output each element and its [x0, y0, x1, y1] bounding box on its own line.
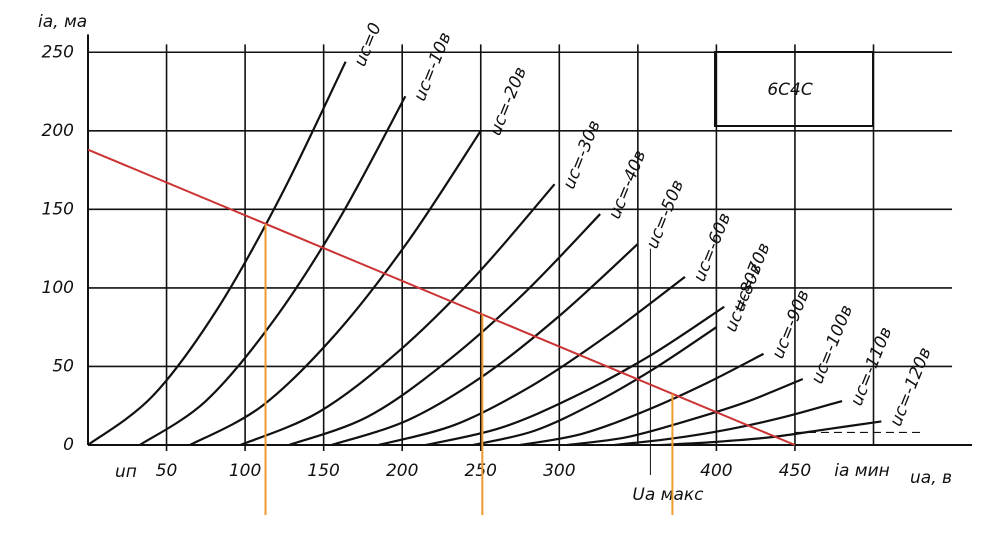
supply-label: uп — [115, 462, 137, 482]
series-line — [331, 243, 639, 447]
series-line — [288, 213, 601, 447]
y-tick-label: 0 — [63, 435, 74, 455]
series-line — [661, 420, 882, 447]
x-tick-label: 400 — [700, 461, 732, 481]
series-label: uc=-120в — [886, 345, 936, 429]
series-label: uc=-90в — [768, 287, 814, 361]
series-label: uc=-40в — [605, 147, 651, 221]
y-tick-label: 100 — [42, 278, 74, 298]
series-label: uc=-20в — [485, 64, 531, 138]
series-label: uc=-60в — [690, 210, 736, 284]
series-line — [378, 276, 686, 447]
x-tick-label: 100 — [229, 461, 261, 481]
ua-max-label: Uа макс — [632, 485, 704, 505]
y-tick-label: 250 — [42, 42, 74, 62]
series-label: uc=-30в — [559, 118, 605, 192]
series-label: uc=-10в — [410, 30, 456, 104]
y-axis-label: iа, ма — [38, 12, 87, 32]
series-line — [239, 183, 556, 447]
x-tick-label: 450 — [779, 461, 811, 481]
title-box — [714, 51, 874, 127]
y-tick-label: 200 — [42, 121, 74, 141]
series-line — [425, 305, 725, 447]
chart-title: 6С4С — [767, 80, 813, 100]
series-label: uc=0 — [350, 20, 385, 69]
series-line — [87, 61, 347, 446]
x-tick-label: 150 — [307, 461, 339, 481]
series-line — [139, 95, 407, 446]
y-tick-label: 150 — [42, 199, 74, 219]
x-tick-label: 50 — [156, 461, 178, 481]
load-line — [87, 148, 796, 446]
series-line — [519, 352, 765, 447]
series-line — [567, 377, 804, 447]
x-tick-label: 250 — [465, 461, 497, 481]
series-line — [472, 326, 718, 447]
series-label: uc=-100в — [808, 302, 858, 386]
series-label: uc=-80в — [721, 261, 767, 335]
y-tick-label: 50 — [52, 356, 74, 376]
series-label: uc=-50в — [643, 177, 689, 251]
series-line — [189, 130, 482, 446]
series-line — [614, 399, 843, 447]
x-axis-label: uа, в — [910, 468, 952, 488]
x-tick-label: 200 — [386, 461, 418, 481]
ia-min-label: iа мин — [834, 461, 890, 481]
x-tick-label: 300 — [543, 461, 575, 481]
